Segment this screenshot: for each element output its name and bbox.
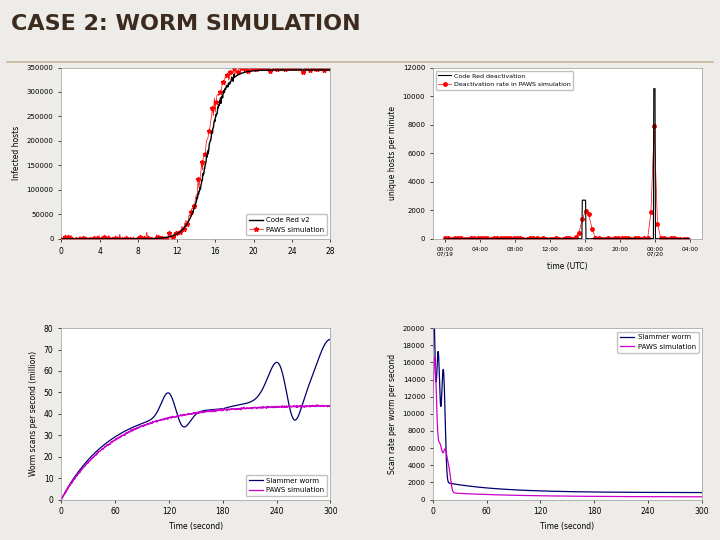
PAWS simulation	[302, 65, 310, 71]
Line: Deactivation rate in PAWS simulation: Deactivation rate in PAWS simulation	[444, 124, 688, 241]
PAWS simulation	[267, 404, 276, 410]
Code Red deactivation	[503, 235, 512, 242]
Code Red deactivation	[626, 235, 634, 242]
PAWS simulation	[217, 86, 226, 92]
Legend: Code Red deactivation, Deactivation rate in PAWS simulation: Code Red deactivation, Deactivation rate…	[436, 71, 573, 90]
Slammer worm	[698, 489, 706, 496]
Deactivation rate in PAWS simulation	[650, 123, 659, 129]
Code Red deactivation	[605, 235, 613, 242]
PAWS simulation	[456, 490, 465, 497]
Legend: Slammer worm, PAWS simulation: Slammer worm, PAWS simulation	[246, 475, 327, 496]
Deactivation rate in PAWS simulation	[634, 235, 642, 241]
Legend: Slammer worm, PAWS simulation: Slammer worm, PAWS simulation	[618, 332, 698, 353]
PAWS simulation	[284, 65, 293, 72]
PAWS simulation	[613, 494, 622, 500]
Slammer worm	[547, 488, 556, 495]
Slammer worm	[57, 496, 66, 503]
Line: PAWS simulation: PAWS simulation	[433, 357, 702, 497]
PAWS simulation	[431, 354, 439, 360]
Y-axis label: unique hosts per minute: unique hosts per minute	[388, 106, 397, 200]
Code Red deactivation	[553, 235, 562, 242]
Deactivation rate in PAWS simulation	[441, 235, 449, 241]
Line: PAWS simulation: PAWS simulation	[59, 65, 333, 241]
Code Red deactivation	[651, 85, 660, 92]
Code Red deactivation	[685, 235, 694, 242]
Y-axis label: Infected hosts: Infected hosts	[12, 126, 21, 180]
Slammer worm	[176, 418, 184, 425]
PAWS simulation	[222, 75, 230, 82]
Slammer worm	[271, 359, 280, 366]
Deactivation rate in PAWS simulation	[683, 235, 691, 242]
PAWS simulation	[57, 496, 66, 503]
Line: Slammer worm: Slammer worm	[433, 312, 702, 492]
Slammer worm	[166, 391, 174, 397]
PAWS simulation	[428, 409, 437, 416]
PAWS simulation	[644, 494, 652, 500]
X-axis label: time (UTC): time (UTC)	[547, 262, 588, 271]
PAWS simulation	[166, 414, 174, 420]
Slammer worm	[456, 482, 465, 488]
Code Red deactivation	[484, 235, 492, 242]
PAWS simulation	[312, 401, 321, 408]
PAWS simulation	[547, 492, 556, 499]
Code Red v2	[326, 67, 335, 73]
Code Red v2	[228, 76, 237, 82]
Code Red deactivation	[552, 235, 560, 242]
Slammer worm	[644, 489, 652, 496]
Deactivation rate in PAWS simulation	[663, 235, 672, 242]
Line: Code Red deactivation: Code Red deactivation	[445, 89, 690, 239]
X-axis label: Time (second): Time (second)	[168, 522, 223, 531]
Code Red deactivation	[441, 235, 449, 242]
Legend: Code Red v2, PAWS simulation: Code Red v2, PAWS simulation	[246, 214, 327, 235]
PAWS simulation	[58, 235, 66, 242]
PAWS simulation	[639, 494, 647, 500]
PAWS simulation	[230, 64, 238, 71]
Code Red v2	[213, 106, 222, 112]
X-axis label: Time (second): Time (second)	[540, 522, 595, 531]
Y-axis label: Worm scans per second (million): Worm scans per second (million)	[30, 351, 38, 476]
Slammer worm	[267, 366, 276, 373]
Code Red v2	[289, 67, 297, 73]
Deactivation rate in PAWS simulation	[460, 235, 469, 242]
Y-axis label: Scan rate per worm per second: Scan rate per worm per second	[388, 354, 397, 474]
Slammer worm	[242, 400, 251, 407]
Line: Code Red v2: Code Red v2	[61, 70, 330, 239]
Deactivation rate in PAWS simulation	[627, 235, 636, 242]
Slammer worm	[84, 456, 93, 462]
PAWS simulation	[176, 413, 184, 419]
PAWS simulation	[538, 492, 546, 499]
Slammer worm	[428, 345, 437, 351]
Code Red v2	[73, 235, 82, 242]
PAWS simulation	[84, 458, 93, 464]
Slammer worm	[613, 489, 622, 496]
Code Red deactivation	[585, 235, 594, 242]
Slammer worm	[326, 336, 335, 342]
Slammer worm	[538, 488, 546, 494]
Slammer worm	[430, 308, 438, 315]
Line: PAWS simulation: PAWS simulation	[61, 404, 330, 500]
PAWS simulation	[271, 403, 280, 410]
PAWS simulation	[216, 87, 225, 94]
Deactivation rate in PAWS simulation	[636, 235, 645, 242]
Slammer worm	[639, 489, 647, 496]
Text: CASE 2: WORM SIMULATION: CASE 2: WORM SIMULATION	[11, 14, 361, 33]
PAWS simulation	[326, 64, 335, 71]
Code Red v2	[261, 67, 270, 73]
Deactivation rate in PAWS simulation	[555, 235, 564, 242]
PAWS simulation	[242, 405, 251, 411]
Line: Slammer worm: Slammer worm	[61, 339, 330, 500]
PAWS simulation	[326, 402, 335, 409]
Deactivation rate in PAWS simulation	[644, 235, 652, 241]
PAWS simulation	[698, 494, 706, 500]
Code Red v2	[220, 88, 229, 94]
Code Red v2	[57, 235, 66, 242]
PAWS simulation	[57, 235, 66, 242]
